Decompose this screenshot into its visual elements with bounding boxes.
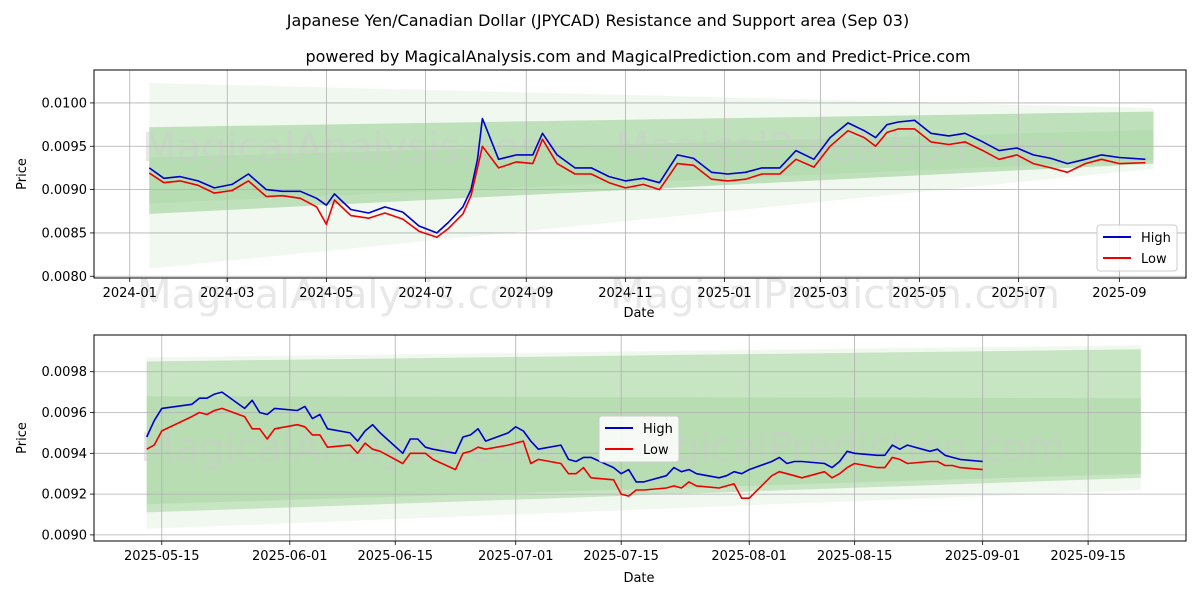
y-tick-label: 0.0100 bbox=[42, 96, 88, 111]
x-tick-label: 2025-09-01 bbox=[945, 549, 1021, 564]
x-tick-label: 2024-09 bbox=[499, 286, 553, 301]
y-tick-label: 0.0096 bbox=[42, 406, 88, 421]
x-tick-label: 2025-05 bbox=[892, 286, 946, 301]
plot-frame bbox=[93, 334, 1187, 542]
x-tick-label: 2025-07 bbox=[991, 286, 1045, 301]
legend-label-low: Low bbox=[1141, 252, 1167, 267]
y-axis-label: Price bbox=[15, 158, 30, 190]
series-group bbox=[145, 391, 983, 499]
y-axis-label: Price bbox=[15, 422, 30, 454]
y-tick-label: 0.0092 bbox=[42, 488, 88, 503]
legend: High Low bbox=[598, 415, 680, 463]
x-tick-label: 2025-09-15 bbox=[1050, 549, 1126, 564]
x-tick-label: 2025-06-15 bbox=[357, 549, 433, 564]
legend: High Low bbox=[1096, 224, 1178, 272]
chart-panel-top: MagicalAnalysis.com MagicalPrediction.com… bbox=[15, 69, 1187, 321]
series-line-high bbox=[145, 391, 983, 483]
x-tick-label: 2025-01 bbox=[697, 286, 751, 301]
x-tick-label: 2024-11 bbox=[598, 286, 652, 301]
y-tick-label: 0.0098 bbox=[42, 365, 88, 380]
series-group bbox=[148, 117, 1146, 239]
chart-panel-bottom: MagicalAnalysis.com MagicalPrediction.com… bbox=[15, 334, 1187, 586]
x-tick-label: 2024-05 bbox=[299, 286, 353, 301]
y-tick-label: 0.0090 bbox=[42, 183, 88, 198]
y-tick-label: 0.0085 bbox=[42, 226, 88, 241]
plot-frame bbox=[93, 69, 1187, 279]
legend-label-low: Low bbox=[643, 443, 669, 458]
legend-label-high: High bbox=[643, 422, 673, 437]
x-tick-label: 2024-01 bbox=[103, 286, 157, 301]
band-3 bbox=[149, 129, 1154, 204]
watermark-text: MagicalAnalysis.com bbox=[137, 272, 553, 318]
y-tick-label: 0.0094 bbox=[42, 447, 88, 462]
x-tick-label: 2024-07 bbox=[398, 286, 452, 301]
x-tick-label: 2025-07-15 bbox=[583, 549, 659, 564]
x-axis-label: Date bbox=[623, 571, 654, 586]
y-tick-label: 0.0090 bbox=[42, 528, 88, 543]
x-tick-label: 2025-03 bbox=[793, 286, 847, 301]
watermark-text: MagicalPrediction.com bbox=[615, 125, 1065, 171]
x-tick-label: 2025-08-15 bbox=[817, 549, 893, 564]
x-tick-label: 2025-05-15 bbox=[124, 549, 200, 564]
y-tick-label: 0.0080 bbox=[42, 270, 88, 285]
watermark-text: MagicalPrediction.com bbox=[610, 272, 1060, 318]
x-tick-label: 2025-09 bbox=[1092, 286, 1146, 301]
x-tick-label: 2025-06-01 bbox=[252, 549, 328, 564]
watermark-text: MagicalPrediction.com bbox=[615, 425, 1065, 471]
series-line-high bbox=[148, 117, 1146, 234]
chart-title: Japanese Yen/Canadian Dollar (JPYCAD) Re… bbox=[286, 11, 909, 30]
series-line-low bbox=[148, 128, 1146, 239]
chart-subtitle: powered by MagicalAnalysis.com and Magic… bbox=[305, 47, 970, 66]
x-tick-label: 2025-07-01 bbox=[478, 549, 554, 564]
series-line-low bbox=[146, 407, 983, 499]
band-group bbox=[149, 83, 1154, 269]
x-tick-label: 2025-08-01 bbox=[711, 549, 787, 564]
x-axis-label: Date bbox=[623, 306, 654, 321]
legend-label-high: High bbox=[1141, 231, 1171, 246]
y-tick-label: 0.0095 bbox=[42, 140, 88, 155]
x-tick-label: 2024-03 bbox=[200, 286, 254, 301]
